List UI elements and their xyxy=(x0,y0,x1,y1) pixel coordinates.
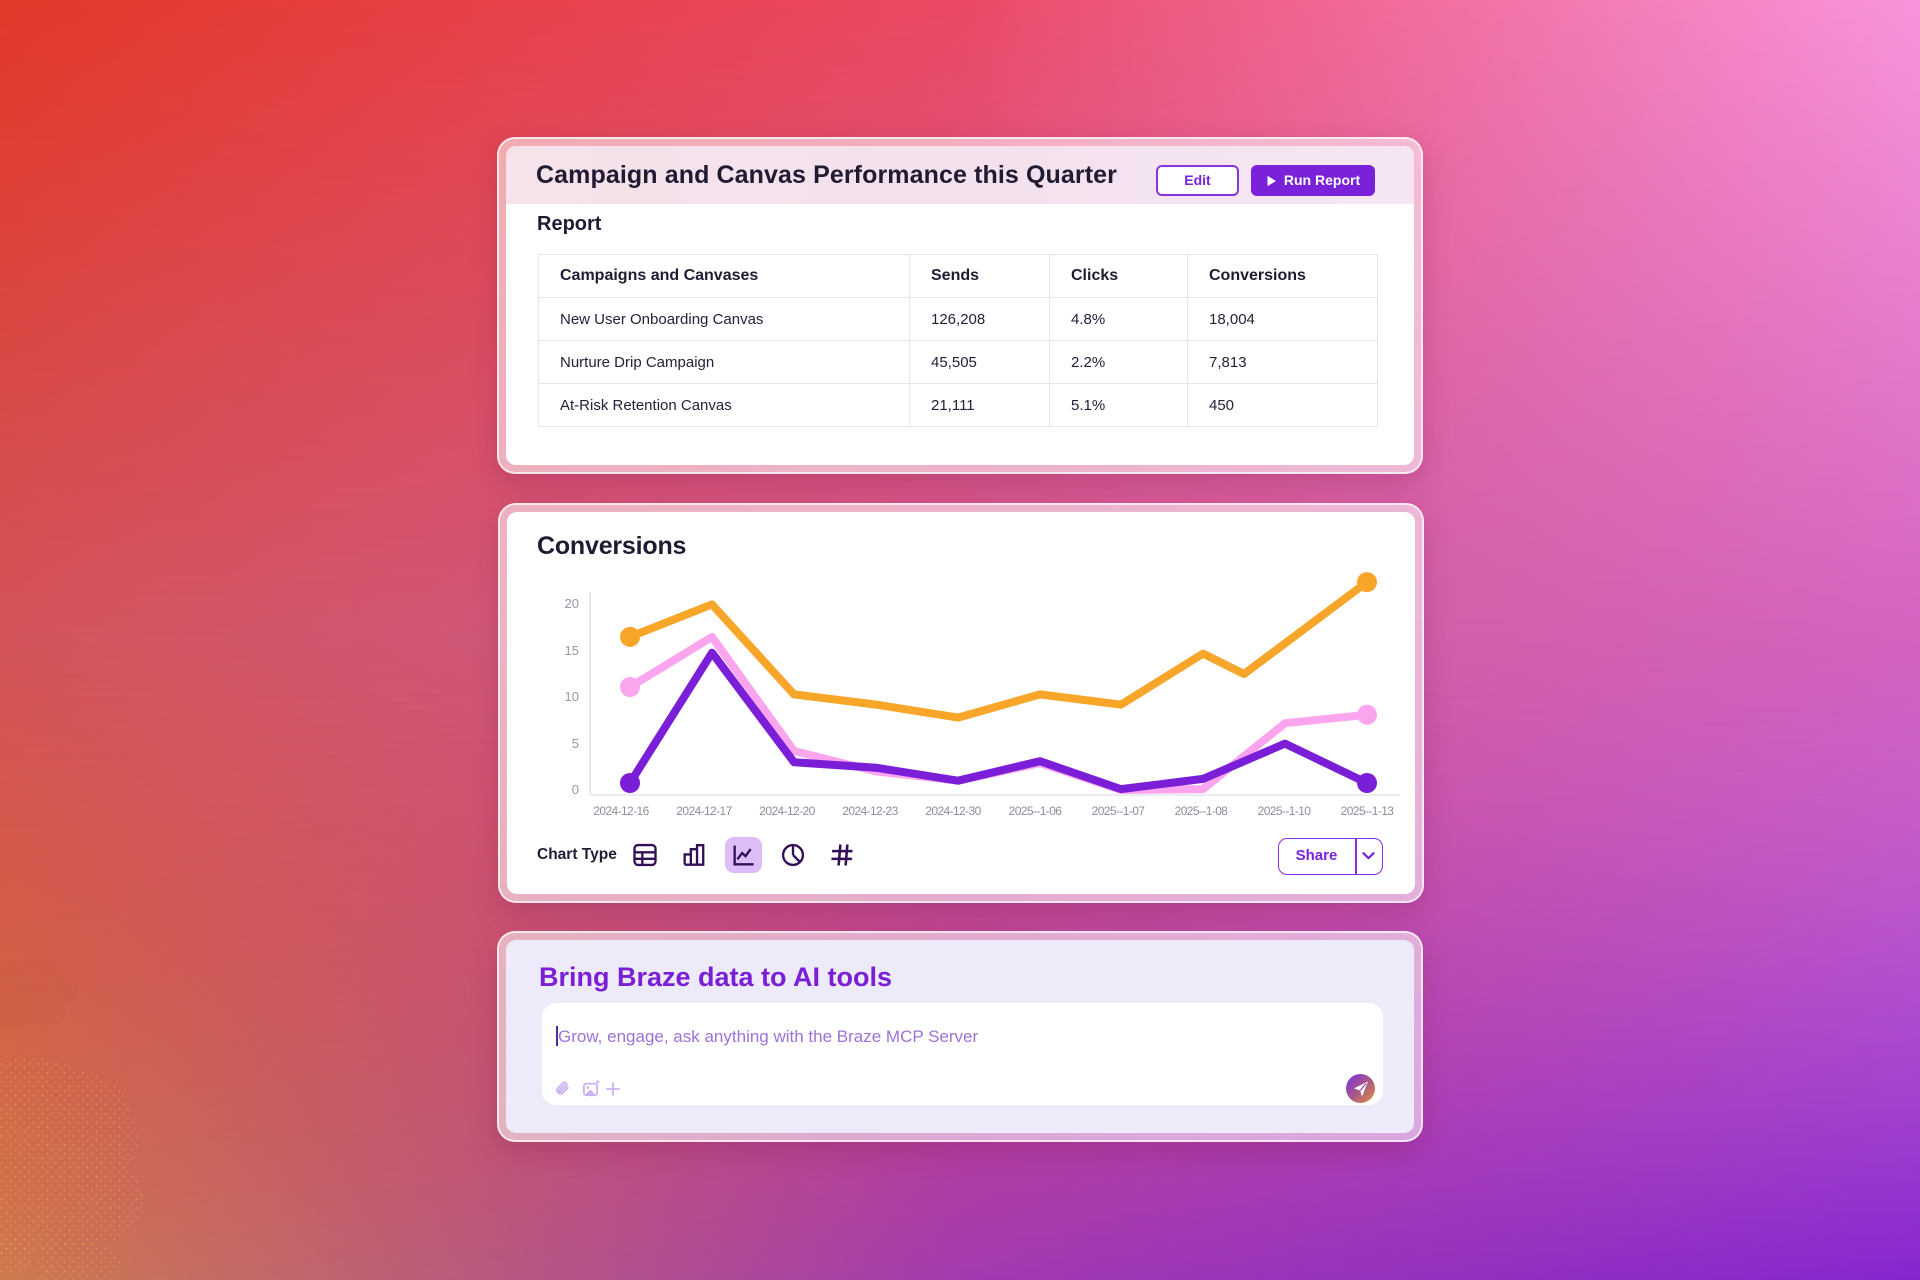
svg-text:20: 20 xyxy=(565,596,579,611)
svg-text:15: 15 xyxy=(565,643,579,658)
svg-text:2025--1-07: 2025--1-07 xyxy=(1092,804,1146,818)
svg-text:2024-12-16: 2024-12-16 xyxy=(593,804,649,818)
svg-text:2024-12-20: 2024-12-20 xyxy=(759,804,815,818)
svg-text:2024-12-17: 2024-12-17 xyxy=(676,804,732,818)
svg-text:10: 10 xyxy=(565,689,579,704)
svg-text:5: 5 xyxy=(572,736,579,751)
svg-text:2025--1-13: 2025--1-13 xyxy=(1341,804,1395,818)
svg-text:0: 0 xyxy=(572,782,579,797)
svg-text:2024-12-23: 2024-12-23 xyxy=(842,804,898,818)
svg-text:2025--1-08: 2025--1-08 xyxy=(1175,804,1229,818)
svg-text:2024-12-30: 2024-12-30 xyxy=(925,804,981,818)
svg-text:2025--1-10: 2025--1-10 xyxy=(1258,804,1312,818)
svg-text:2025--1-06: 2025--1-06 xyxy=(1009,804,1063,818)
